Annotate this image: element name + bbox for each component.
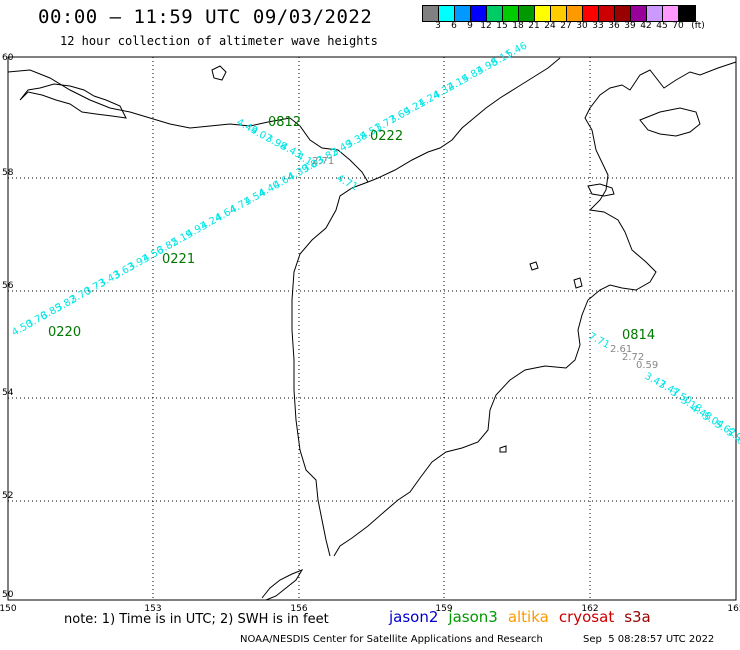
colorbar-label: 21	[528, 21, 540, 31]
colorbar-label: 33	[592, 21, 604, 31]
colorbar-swatch	[471, 6, 487, 21]
longitude-label: 153	[144, 604, 161, 614]
colorbar-swatch	[487, 6, 503, 21]
pass-time-label: 0222	[370, 129, 403, 144]
colorbar-label: 36	[608, 21, 620, 31]
colorbar-label: 9	[467, 21, 473, 31]
footer-note: note: 1) Time is in UTC; 2) SWH is in fe…	[64, 612, 329, 627]
colorbar-label: 45	[656, 21, 668, 31]
wave-height-value-gray: 0.59	[636, 360, 658, 371]
kamchatka-east-coast	[587, 183, 615, 197]
colorbar-labels: 3 6 9 12 15 18 21 24 27 30 33 36 39 42 45 70 (ft)	[422, 21, 732, 33]
colorbar-swatch	[567, 6, 583, 21]
islands-east	[639, 107, 701, 137]
colorbar-label: 42	[640, 21, 652, 31]
legend-jason3: jason3	[448, 608, 498, 626]
colorbar-label: 18	[512, 21, 524, 31]
wave-height-value-gray: 2.61	[610, 344, 632, 355]
colorbar-label: 24	[544, 21, 556, 31]
latitude-label: 56	[2, 281, 14, 291]
map-frame	[7, 56, 737, 601]
map-title: 00:00 — 11:59 UTC 09/03/2022	[38, 6, 373, 28]
wave-height-value-gray: 2.71	[312, 156, 334, 167]
colorbar-label: 39	[624, 21, 636, 31]
wave-height-colorbar	[422, 5, 696, 22]
colorbar-swatch	[583, 6, 599, 21]
satellite-legend: jason2 jason3 altika cryosat s3a	[389, 608, 661, 626]
latitude-label: 50	[2, 590, 14, 600]
colorbar-label: 15	[496, 21, 508, 31]
islet-small-2	[573, 277, 583, 289]
colorbar-swatch	[439, 6, 455, 21]
longitude-label: 165	[727, 604, 740, 614]
magadan-peninsula	[19, 83, 127, 119]
longitude-label: 156	[290, 604, 307, 614]
colorbar-swatch	[551, 6, 567, 21]
map-subtitle: 12 hour collection of altimeter wave hei…	[60, 34, 378, 48]
islet-small-1	[529, 261, 539, 271]
colorbar-label: 27	[560, 21, 572, 31]
wave-height-value-gray: 2.72	[622, 352, 644, 363]
islet-small-3	[499, 445, 507, 453]
pass-time-label: 0812	[268, 115, 301, 130]
colorbar-swatch	[519, 6, 535, 21]
latitude-label: 52	[2, 491, 13, 501]
axis-labels: 60 58 56 54 52 50 150 153 156 159 162 165	[0, 53, 740, 614]
colorbar-swatch	[423, 6, 439, 21]
okhotsk-north-coast	[7, 57, 561, 183]
latitude-label: 54	[2, 388, 14, 398]
colorbar-swatch	[503, 6, 519, 21]
graticule	[8, 57, 736, 600]
legend-altika: altika	[507, 608, 549, 626]
pass-time-label: 0220	[48, 325, 81, 340]
latitude-label: 58	[2, 168, 14, 178]
colorbar-label: 70	[672, 21, 684, 31]
kamchatka-west-coast	[333, 61, 737, 557]
colorbar-swatch	[663, 6, 679, 21]
colorbar-label: 12	[480, 21, 492, 31]
kamchatka-interior-coast	[291, 181, 369, 557]
coastline	[7, 57, 737, 601]
legend-jason2: jason2	[389, 608, 439, 626]
longitude-label: 159	[435, 604, 452, 614]
colorbar-swatch	[535, 6, 551, 21]
colorbar-swatch	[647, 6, 663, 21]
colorbar-label: 6	[451, 21, 457, 31]
colorbar-label: 3	[435, 21, 441, 31]
southern-coast	[261, 568, 304, 601]
wave-height-value: 6	[735, 435, 740, 448]
latitude-label: 60	[2, 53, 14, 63]
generation-timestamp: Sep 5 08:28:57 UTC 2022	[583, 634, 715, 645]
legend-cryosat: cryosat	[558, 608, 615, 626]
colorbar-label: (ft)	[691, 21, 705, 31]
pass-time-label: 0814	[622, 328, 655, 343]
colorbar-label: 30	[576, 21, 588, 31]
colorbar-swatch	[631, 6, 647, 21]
colorbar-swatch	[615, 6, 631, 21]
islet-north	[211, 65, 227, 81]
colorbar-swatch	[455, 6, 471, 21]
longitude-label: 150	[0, 604, 17, 614]
longitude-label: 162	[581, 604, 598, 614]
pass-time-label: 0221	[162, 252, 195, 267]
legend-s3a: s3a	[624, 608, 651, 626]
colorbar-swatch	[679, 6, 695, 21]
credit-line: NOAA/NESDIS Center for Satellite Applica…	[240, 634, 543, 645]
colorbar-swatch	[599, 6, 615, 21]
